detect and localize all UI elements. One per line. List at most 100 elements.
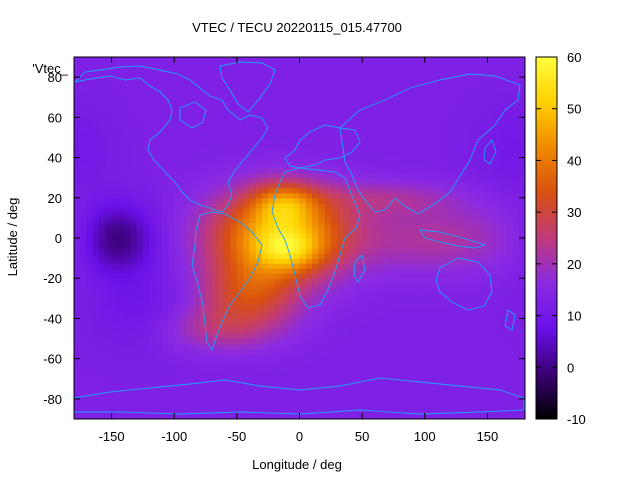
- heatmap-cell: [437, 217, 445, 224]
- heatmap-cell: [449, 353, 457, 360]
- heatmap-cell: [261, 308, 269, 315]
- heatmap-cell: [437, 308, 445, 315]
- heatmap-cell: [506, 283, 514, 289]
- heatmap-cell: [218, 87, 225, 93]
- heatmap-cell: [468, 142, 476, 149]
- heatmap-cell: [299, 117, 307, 123]
- heatmap-cell: [449, 202, 457, 209]
- heatmap-cell: [180, 403, 188, 410]
- heatmap-cell: [92, 333, 100, 340]
- heatmap-cell: [268, 82, 276, 88]
- heatmap-cell: [518, 378, 525, 385]
- heatmap-cell: [368, 202, 376, 209]
- heatmap-cell: [211, 413, 219, 419]
- heatmap-cell: [136, 323, 144, 330]
- heatmap-cell: [305, 303, 313, 309]
- heatmap-cell: [205, 162, 213, 169]
- heatmap-cell: [443, 403, 451, 410]
- heatmap-cell: [268, 207, 276, 214]
- heatmap-cell: [218, 167, 225, 174]
- heatmap-cell: [218, 368, 225, 375]
- heatmap-cell: [142, 232, 150, 239]
- heatmap-cell: [380, 318, 388, 325]
- heatmap-cell: [286, 313, 294, 320]
- heatmap-cell: [293, 87, 301, 93]
- heatmap-cell: [230, 127, 238, 134]
- heatmap-cell: [481, 127, 489, 134]
- heatmap-cell: [255, 278, 263, 284]
- heatmap-cell: [462, 232, 470, 239]
- heatmap-cell: [199, 283, 207, 289]
- heatmap-cell: [355, 253, 363, 259]
- heatmap-cell: [249, 413, 257, 419]
- heatmap-cell: [506, 403, 514, 410]
- heatmap-cell: [431, 82, 438, 88]
- heatmap-cell: [431, 92, 438, 98]
- heatmap-cell: [355, 333, 363, 340]
- heatmap-cell: [261, 343, 269, 350]
- heatmap-cell: [274, 398, 282, 405]
- heatmap-cell: [418, 358, 426, 365]
- heatmap-cell: [387, 243, 395, 249]
- heatmap-cell: [349, 348, 357, 355]
- heatmap-cell: [506, 293, 514, 299]
- heatmap-cell: [318, 413, 326, 419]
- heatmap-cell: [468, 107, 476, 113]
- heatmap-cell: [374, 308, 382, 315]
- heatmap-cell: [449, 413, 457, 419]
- heatmap-cell: [205, 308, 213, 315]
- heatmap-cell: [224, 207, 232, 214]
- heatmap-cell: [312, 227, 319, 234]
- heatmap-cell: [487, 197, 495, 204]
- heatmap-cell: [136, 403, 144, 410]
- heatmap-cell: [493, 77, 501, 83]
- heatmap-cell: [99, 202, 106, 209]
- heatmap-cell: [211, 308, 219, 315]
- heatmap-cell: [155, 323, 163, 330]
- heatmap-cell: [424, 353, 432, 360]
- heatmap-cell: [343, 293, 351, 299]
- heatmap-cell: [418, 283, 426, 289]
- heatmap-cell: [186, 298, 194, 304]
- heatmap-cell: [449, 102, 457, 108]
- heatmap-cell: [499, 373, 507, 380]
- heatmap-cell: [318, 87, 326, 93]
- heatmap-cell: [230, 117, 238, 123]
- heatmap-cell: [506, 373, 514, 380]
- heatmap-cell: [199, 167, 207, 174]
- heatmap-cell: [293, 413, 301, 419]
- heatmap-cell: [174, 383, 182, 390]
- heatmap-cell: [186, 273, 194, 279]
- heatmap-cell: [230, 147, 238, 154]
- heatmap-cell: [506, 323, 514, 330]
- heatmap-cell: [318, 147, 326, 154]
- heatmap-cell: [268, 87, 276, 93]
- heatmap-cell: [412, 253, 420, 259]
- heatmap-cell: [80, 358, 88, 365]
- heatmap-cell: [124, 388, 131, 395]
- heatmap-cell: [387, 278, 395, 284]
- heatmap-cell: [167, 378, 175, 385]
- heatmap-cell: [149, 388, 157, 395]
- heatmap-cell: [167, 283, 175, 289]
- heatmap-cell: [424, 408, 432, 415]
- heatmap-cell: [349, 132, 357, 139]
- heatmap-cell: [293, 107, 301, 113]
- heatmap-cell: [149, 413, 157, 419]
- heatmap-cell: [174, 318, 182, 325]
- heatmap-cell: [111, 102, 119, 108]
- heatmap-cell: [431, 117, 438, 123]
- heatmap-cell: [387, 313, 395, 320]
- heatmap-cell: [393, 172, 401, 179]
- heatmap-cell: [368, 172, 376, 179]
- heatmap-cell: [512, 102, 520, 108]
- heatmap-cell: [493, 313, 501, 320]
- heatmap-cell: [312, 378, 319, 385]
- heatmap-cell: [268, 232, 276, 239]
- heatmap-cell: [261, 263, 269, 269]
- heatmap-cell: [456, 308, 463, 315]
- heatmap-cell: [280, 157, 288, 164]
- heatmap-cell: [199, 192, 207, 199]
- heatmap-cell: [243, 132, 250, 139]
- heatmap-cell: [456, 278, 463, 284]
